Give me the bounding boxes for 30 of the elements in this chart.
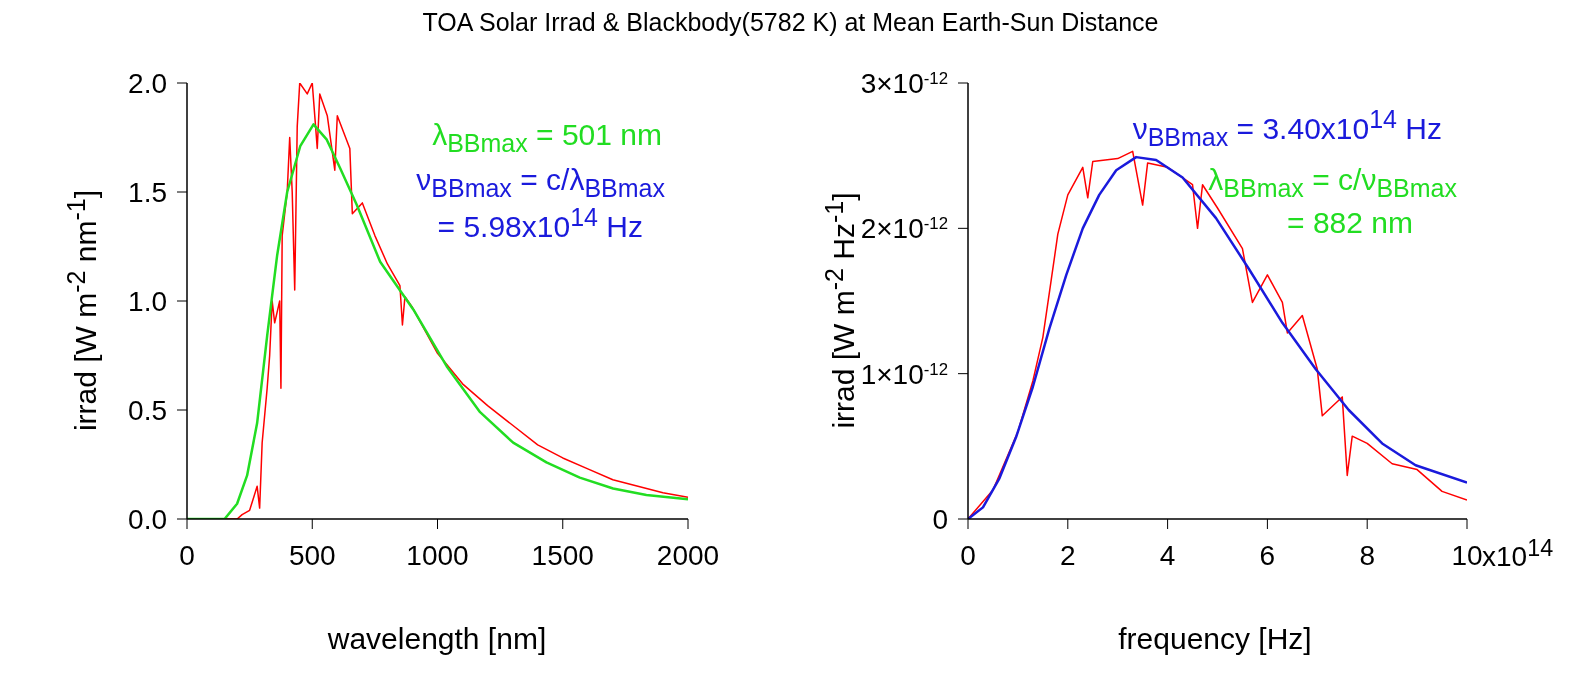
y-tick-label: 0.5: [128, 395, 167, 426]
y-tick-label: 0: [932, 504, 948, 535]
y-tick-label: 1.0: [128, 286, 167, 317]
y-tick-label: 0.0: [128, 504, 167, 535]
x-tick-label: 10: [1451, 540, 1483, 571]
text: TOA Solar Irrad & Blackbody(5782 K) at Mean Earth-Sun Distance: [421, 8, 1160, 37]
x-axis-title: frequency [Hz]: [1117, 622, 1313, 656]
y-tick-label: 1×10$^{-12}$: [860, 358, 948, 390]
x-tick-label: 500: [288, 540, 336, 571]
x-tick-label: 1500: [531, 540, 594, 571]
x-tick-label: 4: [1159, 540, 1176, 571]
x-tick-label: 0: [179, 540, 195, 571]
y-tick-label: 3×10$^{-12}$: [860, 68, 948, 99]
x-tick-label: 6: [1259, 540, 1276, 571]
x-tick-label: 2: [1060, 540, 1076, 571]
annotation: = 882 nm: [1287, 206, 1413, 239]
x-tick-label: 1000: [406, 540, 469, 571]
x-tick-label: 2000: [656, 540, 720, 571]
annotation: λ$_{BBmax}$ = 501 nm: [432, 118, 662, 157]
annotation: ν$_{BBmax}$ = c/λ$_{BBmax}$: [416, 163, 665, 202]
text: x10$^{14}$: [1482, 535, 1554, 573]
annotation: = 5.98x10$^{14}$ Hz: [437, 203, 643, 243]
x-axis-title: wavelength [nm]: [326, 622, 548, 656]
annotation: λ$_{BBmax}$ = c/ν$_{BBmax}$: [1208, 163, 1457, 202]
annotation: ν$_{BBmax}$ = 3.40x10$^{14}$ Hz: [1132, 105, 1442, 151]
y-tick-label: 1.5: [128, 177, 167, 208]
y-tick-label: 2.0: [128, 68, 167, 99]
x-tick-label: 0: [960, 540, 976, 571]
x-tick-label: 8: [1359, 540, 1375, 571]
y-tick-label: 2×10$^{-12}$: [860, 213, 948, 245]
